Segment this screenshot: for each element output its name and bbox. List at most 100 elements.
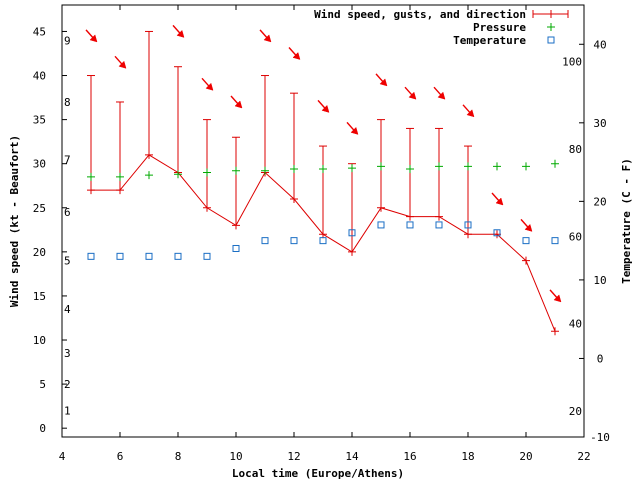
legend-label-wind: Wind speed, gusts, and direction [314,8,526,21]
temperature-point [348,229,356,237]
pressure-point [377,162,385,171]
x-axis-tick-labels: 4 6 8 10 12 14 16 18 20 22 [59,450,591,463]
wind-direction-arrow [404,86,417,100]
wind-direction-arrow [491,192,504,206]
temperature-point [435,221,443,229]
x-tick-label: 12 [287,450,300,463]
y-tick-label: 45 [33,25,46,38]
pressure-point [203,168,211,177]
wind-speed-point [232,221,240,230]
wind-direction-arrow [172,24,185,38]
wind-direction-arrow [85,29,98,43]
y2-tick-label: 30 [593,117,606,130]
temperature-point [174,252,182,260]
wind-speed-point [348,247,356,256]
pressure-point [116,172,124,181]
pressure-point [551,159,559,168]
pressure-point [493,162,501,171]
wind-speed-point [87,186,95,195]
legend-label-temperature: Temperature [453,34,526,47]
pressure-point [290,164,298,173]
y2-axis-title: Temperature (C - F) [620,158,633,284]
fahrenheit-label: 40 [569,318,582,331]
wind-speed-point [464,230,472,239]
wind-direction-arrow [317,99,330,113]
y2-tick-label: 20 [593,195,606,208]
x-tick-label: 14 [345,450,359,463]
wind-direction-arrow [114,55,127,69]
x-tick-label: 20 [519,450,532,463]
pressure-point [406,164,414,173]
beaufort-label: 4 [64,303,71,316]
y-tick-label: 15 [33,290,46,303]
wind-speed-point [145,150,153,159]
wind-direction-arrow [288,47,301,60]
pressure-point [348,164,356,173]
y-tick-label: 5 [39,378,46,391]
temperature-point [232,244,240,252]
temperature-point [261,237,269,245]
fahrenheit-scale-labels: 20 40 60 80 100 [562,56,582,418]
wind-speed-line-layer [87,150,559,336]
legend-label-pressure: Pressure [473,21,526,34]
temperature-point [319,237,327,245]
y-tick-label: 35 [33,114,46,127]
y2-tick-label: 40 [593,38,606,51]
wind-speed-point [522,256,530,265]
wind-direction-arrows-layer [85,24,562,303]
y-tick-label: 30 [33,158,46,171]
wind-direction-arrow [462,104,475,118]
beaufort-label: 8 [64,96,71,109]
pressure-point [232,166,240,175]
gust-bars-layer [87,30,472,252]
pressure-point [435,162,443,171]
temperature-point [87,252,95,260]
x-tick-label: 8 [175,450,182,463]
fahrenheit-label: 100 [562,56,582,69]
y2-tick-label: -10 [590,431,610,444]
wind-direction-arrow [201,77,214,91]
wind-speed-point [319,230,327,239]
temperature-point [464,221,472,229]
beaufort-label: 1 [64,405,71,418]
x-tick-label: 22 [577,450,590,463]
wind-speed-point [435,212,443,221]
right-axis-tick-labels: -10 0 10 20 30 40 [590,38,610,444]
y-tick-label: 40 [33,70,46,83]
pressure-point [174,170,182,179]
wind-speed-point [290,194,298,203]
left-axis-tick-labels: 0 5 10 15 20 25 30 35 40 45 [33,25,46,435]
temperature-points-layer [87,221,559,260]
plot-area-frame [61,4,585,438]
x-tick-label: 4 [59,450,66,463]
axis-ticks-layer [61,5,585,438]
wind-speed-point [406,212,414,221]
pressure-point [319,164,327,173]
temperature-point [522,237,530,245]
y2-tick-label: 10 [593,274,606,287]
wind-direction-arrow [259,29,272,43]
y-tick-label: 25 [33,202,46,215]
wind-direction-arrow [375,73,388,87]
temperature-point [551,237,559,245]
wind-direction-arrow [346,121,359,135]
temperature-point [116,252,124,260]
beaufort-label: 5 [64,255,71,268]
pressure-point [87,172,95,181]
pressure-point [261,166,269,175]
x-tick-label: 16 [403,450,416,463]
wind-direction-arrow [520,218,533,232]
beaufort-label: 6 [64,206,71,219]
wind-direction-arrow [230,95,243,109]
temperature-point [493,229,501,237]
beaufort-label: 3 [64,347,71,360]
pressure-points-layer [87,159,559,181]
x-tick-label: 6 [117,450,124,463]
temperature-point [290,237,298,245]
wind-direction-arrow [433,86,446,100]
y-tick-label: 20 [33,246,46,259]
wind-speed-point [116,186,124,195]
temperature-point [145,252,153,260]
x-axis-title: Local time (Europe/Athens) [232,467,404,480]
